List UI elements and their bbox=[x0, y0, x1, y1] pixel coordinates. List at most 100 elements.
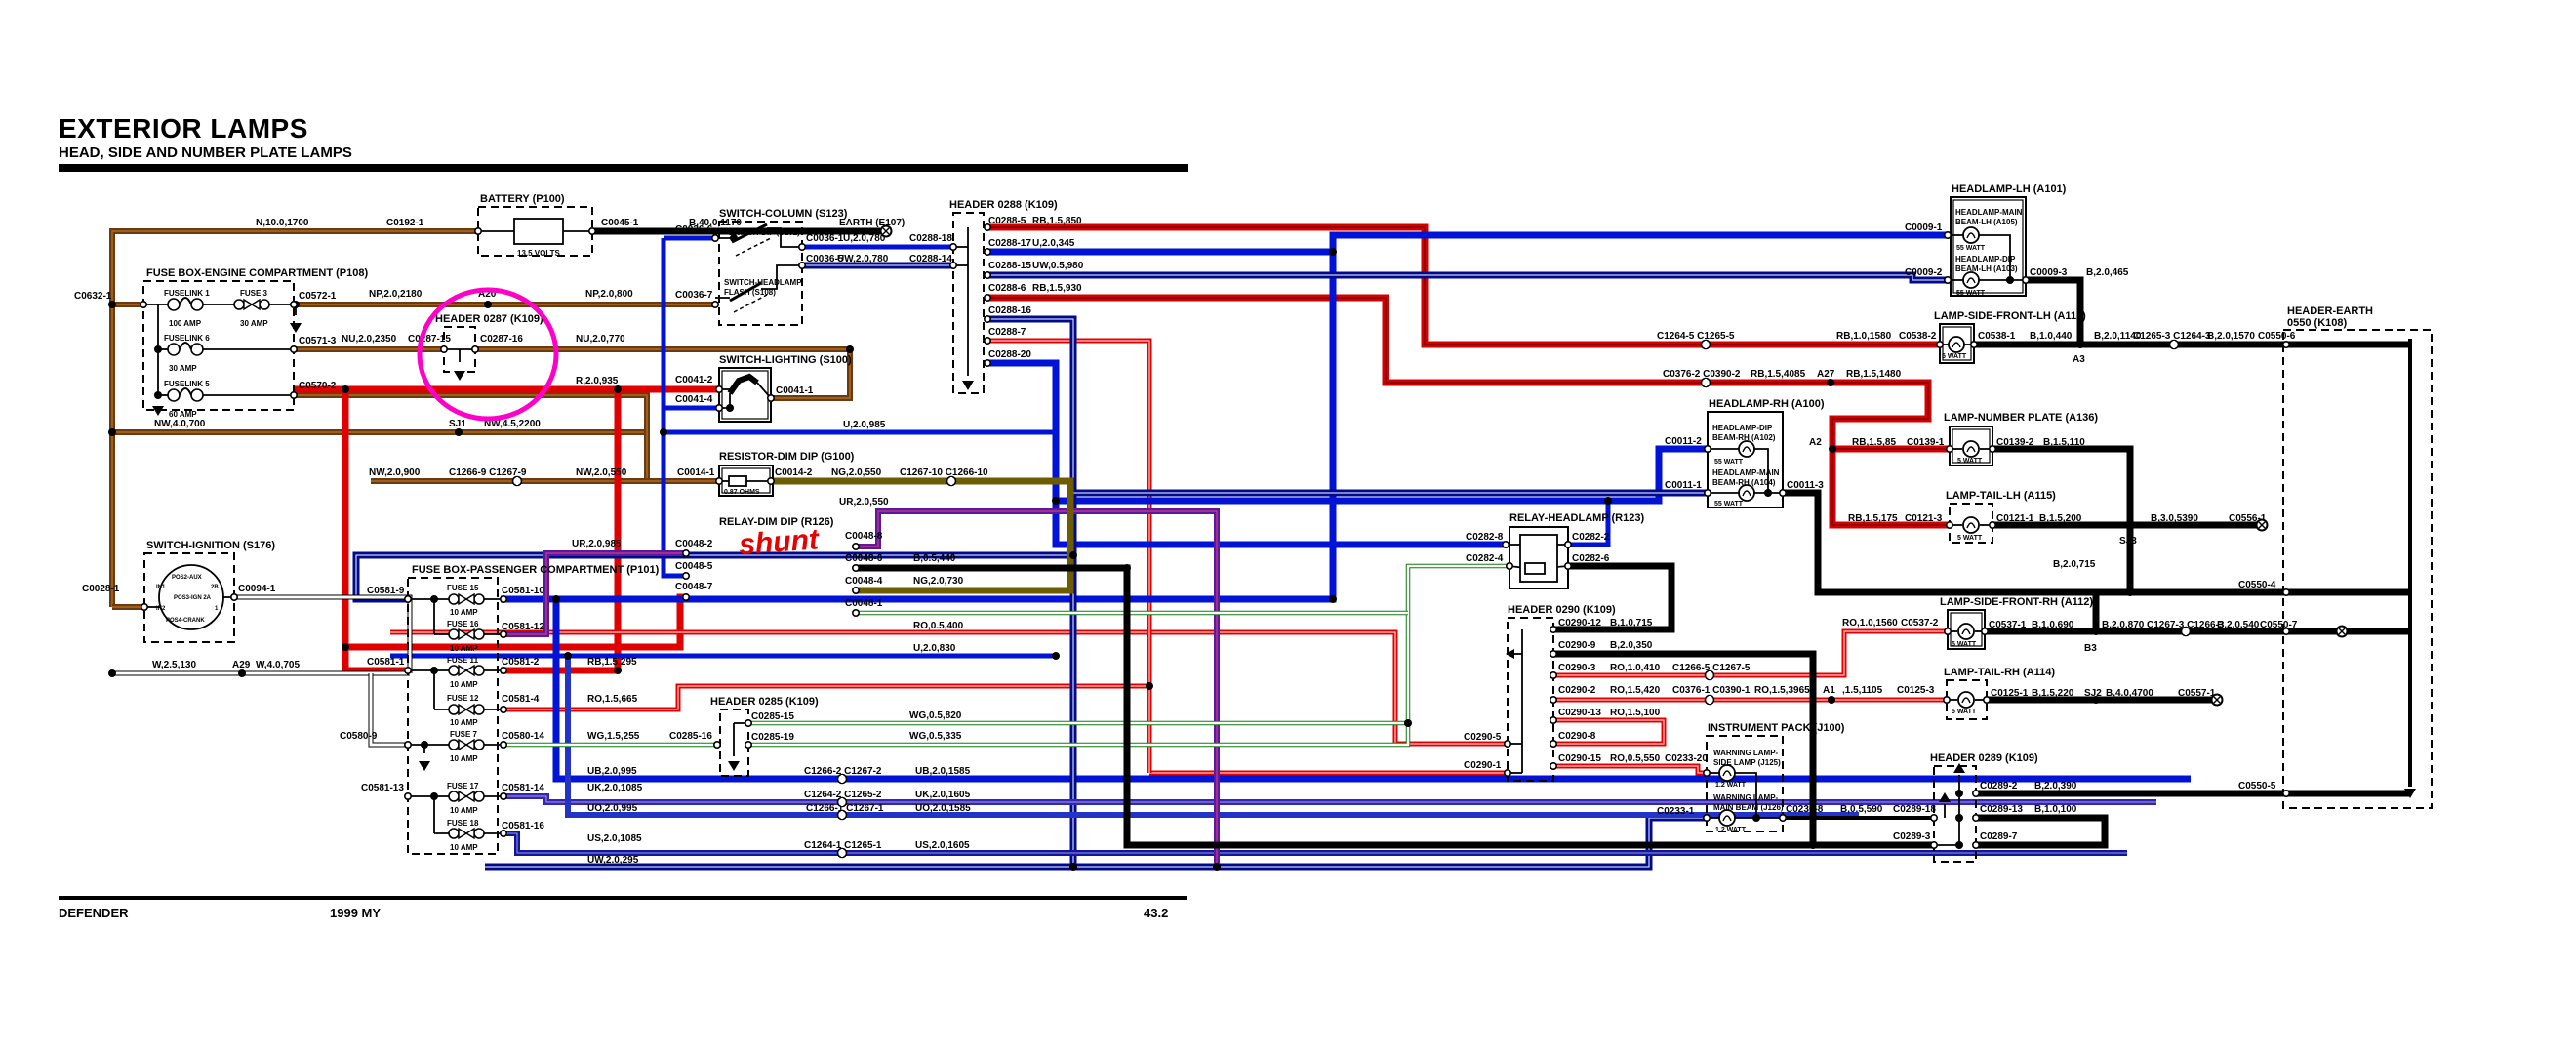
bulb-filament bbox=[1966, 522, 1976, 529]
junction-dot bbox=[2126, 521, 2134, 529]
wire-label: B,2.0,1140 bbox=[2094, 331, 2142, 342]
earth-arrow-icon bbox=[1953, 763, 1965, 773]
wire bbox=[767, 227, 802, 248]
junction-dot bbox=[1955, 841, 1963, 849]
wire-label: C1264-2 C1265-2 bbox=[804, 790, 882, 800]
wire-label: C0290-5 bbox=[1464, 732, 1502, 743]
wire-label: NW,2.0,550 bbox=[576, 467, 627, 478]
component-title-lamp-tail-rh: LAMP-TAIL-RH (A114) bbox=[1944, 667, 2055, 678]
wire-label: C0048-2 bbox=[675, 539, 713, 549]
wire bbox=[1568, 501, 1611, 547]
bulb-filament bbox=[1966, 446, 1976, 453]
wire-label: US,2.0,1605 bbox=[915, 840, 970, 851]
wire bbox=[987, 223, 1940, 348]
wire-label: C0288-16 bbox=[988, 305, 1031, 316]
connector-pin bbox=[1930, 813, 1939, 822]
wire-label: C0550-7 bbox=[2260, 620, 2298, 630]
junction-dot bbox=[564, 652, 572, 660]
wire-label: 10 AMP bbox=[450, 754, 478, 763]
wire-label: 30 AMP bbox=[169, 364, 197, 373]
component-box-relay-headlamp bbox=[1509, 526, 1569, 589]
earth-arrow-icon bbox=[419, 761, 430, 771]
wire-label: RO,1.0,1560 bbox=[1842, 618, 1898, 628]
bulb-filament bbox=[1961, 697, 1971, 704]
fuselink-icon bbox=[167, 388, 181, 402]
title-underline-bar bbox=[59, 164, 1188, 172]
wire-label: U,2.0,780 bbox=[843, 233, 886, 244]
wire-label: 55 WATT bbox=[1956, 245, 1986, 252]
wire bbox=[856, 510, 1218, 867]
component-box-battery bbox=[477, 206, 593, 257]
wire-label: UK,2.0,1605 bbox=[915, 790, 971, 800]
connector-pin bbox=[1970, 340, 1979, 348]
wire-label: 10 AMP bbox=[450, 644, 478, 653]
junction-dot bbox=[154, 391, 162, 399]
wire-label: B,2.0,715 bbox=[2053, 559, 2096, 570]
fuse-bow bbox=[464, 628, 475, 641]
connector-pin bbox=[1972, 789, 1981, 797]
connector-pin bbox=[499, 666, 507, 674]
connector-pin bbox=[983, 223, 991, 232]
bulb-icon bbox=[1962, 516, 1980, 534]
wire-label: C1267-3 C1266-3 bbox=[2147, 620, 2225, 630]
wire-label: C1264-5 C1265-5 bbox=[1657, 331, 1735, 342]
connector-pin bbox=[1944, 275, 1952, 284]
component-box-inner-switch-lighting bbox=[721, 370, 769, 420]
connector-pin bbox=[289, 345, 298, 353]
wire-label: 10 AMP bbox=[450, 680, 478, 689]
junction-dot bbox=[154, 345, 162, 353]
wire-label: C0290-1 bbox=[1464, 760, 1502, 771]
wire bbox=[987, 340, 1150, 773]
bulb-filament bbox=[1722, 815, 1732, 822]
wire-label: C1265-3 C1264-3 bbox=[2133, 331, 2211, 342]
wire-label: HEADLAMP-MAIN bbox=[1955, 208, 2023, 217]
connector-pin bbox=[1550, 739, 1558, 748]
component-title-switch-lighting: SWITCH-LIGHTING (S100) bbox=[719, 354, 852, 366]
earth-arrow-icon bbox=[2404, 789, 2416, 798]
connector-pin bbox=[1944, 231, 1952, 240]
wire-label: C0288-17 bbox=[988, 238, 1031, 249]
component-box-fusebox-engine bbox=[142, 280, 295, 411]
resistor-icon bbox=[728, 475, 747, 487]
bulb-filament bbox=[1742, 490, 1751, 497]
connector-pin bbox=[1946, 520, 1954, 529]
wire-label: C0581-4 bbox=[502, 694, 540, 705]
connector-pin bbox=[1564, 561, 1573, 570]
connector-pin bbox=[1703, 768, 1711, 777]
component-title-header-0289: HEADER 0289 (K109) bbox=[1930, 752, 2038, 764]
wire-label: C0285-16 bbox=[669, 731, 712, 742]
wire-label: C0094-1 bbox=[238, 584, 276, 594]
wire-label: NG,2.0,550 bbox=[831, 467, 882, 478]
wire-label: C1266-1 C1267-1 bbox=[806, 803, 884, 814]
connector-pin bbox=[983, 358, 991, 367]
connector-pin bbox=[499, 791, 507, 800]
wire-label: BEAM-LH (A105) bbox=[1955, 218, 2018, 226]
connector-pin bbox=[983, 248, 991, 257]
component-title-header-earth: HEADER-EARTH bbox=[2287, 305, 2373, 317]
connector-pin bbox=[289, 390, 298, 399]
wire bbox=[390, 631, 1508, 745]
fuse-bow bbox=[464, 592, 475, 606]
wire-label: B,1.5,200 bbox=[2039, 513, 2082, 524]
junction-dot bbox=[108, 669, 116, 677]
wire-label: C0290-8 bbox=[1558, 731, 1596, 742]
wire-label: C1266-2 C1267-2 bbox=[804, 766, 882, 777]
wire-label: NP,2.0,800 bbox=[585, 289, 633, 300]
wire-label: UW,0.5,980 bbox=[1032, 261, 1084, 271]
connector-pin bbox=[744, 740, 752, 749]
connector-pin bbox=[1550, 625, 1558, 633]
connector-pin bbox=[766, 393, 775, 402]
connector-pin bbox=[439, 345, 448, 353]
wire-label: 5 WATT bbox=[1952, 641, 1977, 648]
connector-pin bbox=[1981, 627, 1990, 635]
junction-dot bbox=[614, 667, 622, 674]
junction-dot bbox=[1829, 445, 1836, 453]
wire bbox=[1553, 562, 1675, 633]
junction-dot bbox=[1604, 497, 1612, 505]
fuse-icon bbox=[448, 828, 460, 839]
component-box-headlamp-rh bbox=[1707, 411, 1784, 508]
wire-label: RO,0.5,550 bbox=[1610, 753, 1661, 764]
wire bbox=[1783, 489, 2410, 596]
wire-label: BEAM-RH (A102) bbox=[1712, 433, 1776, 442]
wire-label: C0192-1 bbox=[386, 218, 424, 228]
